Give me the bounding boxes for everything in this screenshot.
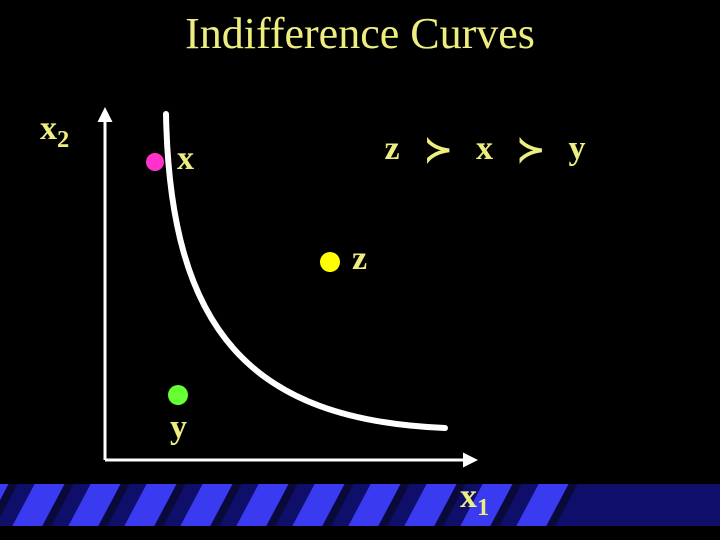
x-axis-label: x1 bbox=[460, 478, 489, 516]
point-label-y: y bbox=[170, 409, 187, 447]
x-axis-label-base: x bbox=[460, 478, 477, 515]
pref-z: z bbox=[380, 130, 404, 170]
pref-y: y bbox=[565, 130, 589, 170]
slide-title: Indifference Curves bbox=[0, 8, 720, 59]
y-axis-label: x2 bbox=[40, 110, 69, 148]
x-axis-label-sub: 1 bbox=[477, 494, 489, 521]
preference-relation: z ≻ x ≻ y bbox=[380, 130, 589, 170]
point-z bbox=[320, 252, 340, 272]
succ-symbol: ≻ bbox=[517, 130, 546, 170]
succ-symbol: ≻ bbox=[424, 130, 453, 170]
bottom-stripe-band bbox=[0, 484, 720, 540]
point-x bbox=[146, 153, 164, 171]
point-y bbox=[168, 385, 188, 405]
y-axis-label-base: x bbox=[40, 110, 57, 147]
point-label-x: x bbox=[177, 140, 194, 178]
point-label-z: z bbox=[352, 240, 367, 278]
pref-x: x bbox=[473, 130, 497, 170]
y-axis-label-sub: 2 bbox=[57, 126, 69, 153]
